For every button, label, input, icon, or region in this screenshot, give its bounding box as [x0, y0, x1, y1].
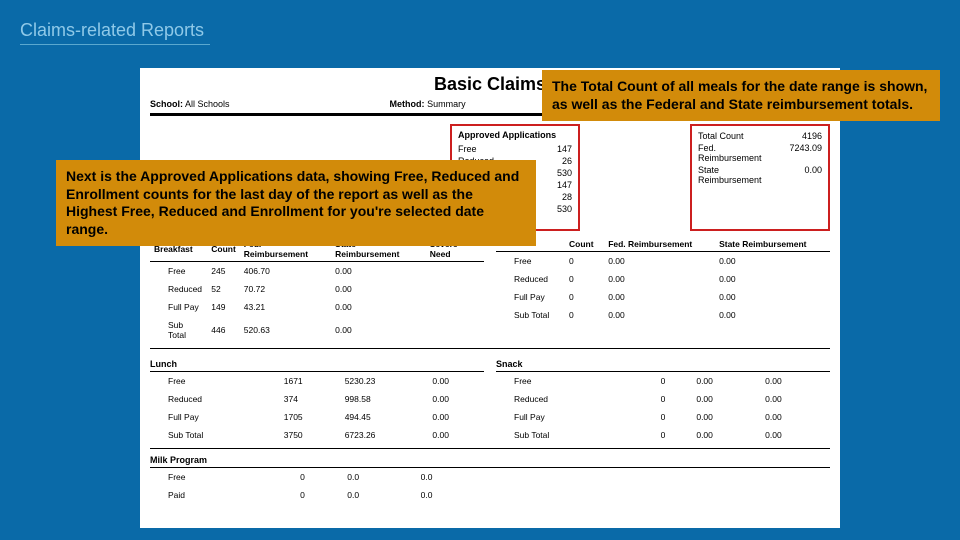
table-row: Full Pay1705494.450.00: [150, 408, 484, 426]
meta-method-label: Method:: [390, 99, 425, 109]
divider: [150, 348, 830, 349]
callout-left: Next is the Approved Applications data, …: [56, 160, 536, 246]
breakfast-left-table: Breakfast Count Fed. Reimbursement State…: [150, 237, 484, 344]
table-row: Full Pay14943.210.00: [150, 298, 484, 316]
meta-school-value: All Schools: [185, 99, 230, 109]
report-panel: Basic Claims School: All Schools Method:…: [140, 68, 840, 528]
breakfast-right-table: Count Fed. Reimbursement State Reimburse…: [496, 237, 830, 324]
totals-box: Total Count4196Fed. Reimbursement7243.09…: [690, 124, 830, 231]
summary-row: Free147: [458, 143, 572, 155]
col-fed-r: Fed. Reimbursement: [604, 237, 715, 252]
table-row: Reduced374998.580.00: [150, 390, 484, 408]
summary-row: Fed. Reimbursement7243.09: [698, 142, 822, 164]
title-underline: [20, 44, 210, 45]
table-row: Paid00.00.0: [150, 486, 490, 504]
table-row: Reduced00.000.00: [496, 390, 830, 408]
table-row: Free16715230.230.00: [150, 372, 484, 390]
meta-school-label: School:: [150, 99, 183, 109]
table-row: Free00.000.00: [496, 372, 830, 390]
table-row: Free00.00.0: [150, 468, 490, 486]
milk-header: Milk Program: [150, 455, 830, 468]
milk-table: Free00.00.0Paid00.00.0: [150, 468, 490, 504]
col-state-r: State Reimbursement: [715, 237, 830, 252]
lunch-right-table: Free00.000.00Reduced00.000.00Full Pay00.…: [496, 372, 830, 444]
table-row: Reduced5270.720.00: [150, 280, 484, 298]
lunch-header: Lunch: [150, 359, 484, 372]
table-row: Sub Total37506723.260.00: [150, 426, 484, 444]
table-row: Sub Total446520.630.00: [150, 316, 484, 344]
summary-row: Total Count4196: [698, 130, 822, 142]
callout-top: The Total Count of all meals for the dat…: [542, 70, 940, 121]
snack-header: Snack: [496, 359, 830, 372]
approved-box-header: Approved Applications: [458, 130, 572, 140]
table-row: Reduced00.000.00: [496, 270, 830, 288]
table-row: Full Pay00.000.00: [496, 408, 830, 426]
table-row: Sub Total00.000.00: [496, 426, 830, 444]
table-row: Free245406.700.00: [150, 262, 484, 281]
meta-method-value: Summary: [427, 99, 466, 109]
table-row: Full Pay00.000.00: [496, 288, 830, 306]
table-row: Sub Total00.000.00: [496, 306, 830, 324]
slide-title: Claims-related Reports: [20, 20, 204, 41]
divider: [150, 448, 830, 449]
table-row: Free00.000.00: [496, 252, 830, 271]
lunch-left-table: Free16715230.230.00Reduced374998.580.00F…: [150, 372, 484, 444]
col-count-r: Count: [565, 237, 604, 252]
summary-row: State Reimbursement0.00: [698, 164, 822, 186]
